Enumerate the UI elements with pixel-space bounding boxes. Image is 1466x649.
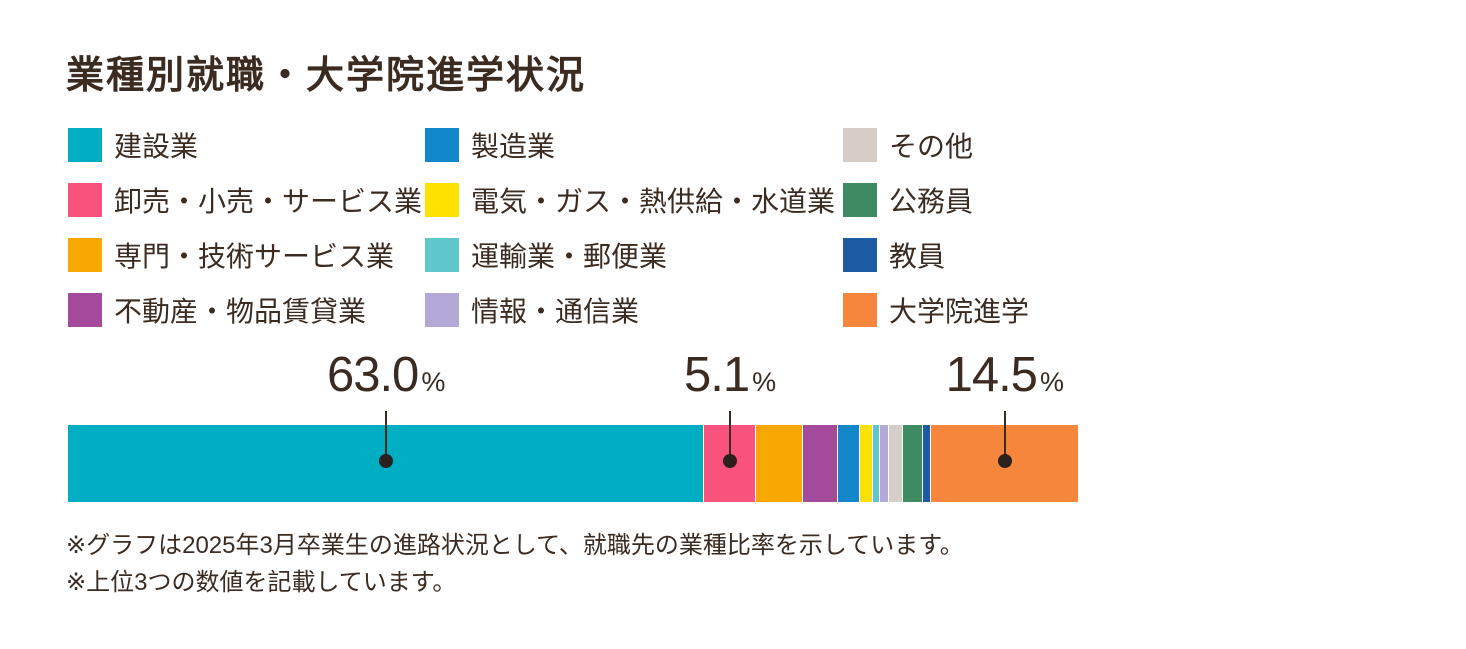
leader-dot <box>723 454 738 468</box>
footnote-line: ※グラフは2025年3月卒業生の進路状況として、就職先の業種比率を示しています。 <box>66 532 964 559</box>
legend-item: 情報・通信業 <box>425 282 843 337</box>
bar-segment-4 <box>803 425 838 502</box>
legend-item-label: 大学院進学 <box>889 295 1030 327</box>
legend-item: 運輸業・郵便業 <box>425 227 843 282</box>
legend-item-label: その他 <box>889 130 974 162</box>
bar-segment-9 <box>889 425 904 502</box>
footnotes: ※グラフは2025年3月卒業生の進路状況として、就職先の業種比率を示しています。… <box>66 527 964 601</box>
legend: 建設業 卸売・小売・サービス業 専門・技術サービス業 不動産・物品賃貸業 製造業 電気・ガ… <box>68 117 1029 337</box>
legend-item-label: 専門・技術サービス業 <box>114 240 395 272</box>
legend-swatch-icon <box>425 182 459 217</box>
legend-item-label: 情報・通信業 <box>471 295 640 327</box>
leader-dot <box>997 454 1012 468</box>
legend-item-label: 建設業 <box>114 130 199 162</box>
legend-swatch-icon <box>425 292 459 327</box>
legend-item: 建設業 <box>68 117 425 172</box>
percent-sign: % <box>421 367 446 397</box>
bar-segment-5 <box>837 425 860 502</box>
value-label: 14.5% <box>946 351 1064 400</box>
legend-item: 教員 <box>843 227 1029 282</box>
footnote-line: ※上位3つの数値を記載しています。 <box>66 569 457 596</box>
legend-item-label: 運輸業・郵便業 <box>471 240 668 272</box>
bar-segment-3 <box>755 425 804 502</box>
legend-column: 製造業電気・ガス・熱供給・水道業 運輸業・郵便業 情報・通信業 <box>425 117 843 337</box>
legend-column: その他公務員教員大学院進学 <box>843 117 1029 337</box>
legend-item-label: 製造業 <box>471 130 556 162</box>
legend-item: 公務員 <box>843 172 1029 227</box>
percent-sign: % <box>1039 367 1064 397</box>
leader-line <box>385 411 388 462</box>
leader-dot <box>379 454 394 468</box>
stacked-bar <box>68 425 1078 502</box>
value-label: 63.0% <box>327 351 445 400</box>
legend-swatch-icon <box>68 292 102 327</box>
bar-segment-6 <box>859 425 873 502</box>
bar-segment-10 <box>903 425 924 502</box>
bar-segment-8 <box>880 425 890 502</box>
legend-item: 大学院進学 <box>843 282 1029 337</box>
legend-item: その他 <box>843 117 1029 172</box>
value-number: 63.0 <box>326 348 419 402</box>
legend-swatch-icon <box>843 182 877 217</box>
legend-swatch-icon <box>68 182 102 217</box>
leader-line <box>729 411 732 462</box>
bar-segment-7 <box>872 425 880 502</box>
value-number: 5.1 <box>683 348 750 402</box>
legend-swatch-icon <box>68 237 102 272</box>
legend-swatch-icon <box>425 237 459 272</box>
page-title: 業種別就職・大学院進学状況 <box>66 55 587 97</box>
legend-swatch-icon <box>843 127 877 162</box>
legend-item: 製造業 <box>425 117 843 172</box>
legend-item-label: 公務員 <box>889 185 974 217</box>
legend-item: 電気・ガス・熱供給・水道業 <box>425 172 843 227</box>
legend-swatch-icon <box>68 127 102 162</box>
legend-swatch-icon <box>843 292 877 327</box>
legend-swatch-icon <box>425 127 459 162</box>
legend-item-label: 卸売・小売・サービス業 <box>114 185 423 217</box>
bar-segment-11 <box>923 425 932 502</box>
percent-sign: % <box>752 367 777 397</box>
legend-swatch-icon <box>843 237 877 272</box>
legend-item: 卸売・小売・サービス業 <box>68 172 425 227</box>
legend-item: 不動産・物品賃貸業 <box>68 282 425 337</box>
legend-item-label: 電気・ガス・熱供給・水道業 <box>471 185 836 217</box>
legend-item-label: 教員 <box>889 240 946 272</box>
legend-item-label: 不動産・物品賃貸業 <box>114 295 367 327</box>
legend-item: 専門・技術サービス業 <box>68 227 425 282</box>
value-number: 14.5 <box>945 348 1038 402</box>
value-label: 5.1% <box>684 351 776 400</box>
leader-line <box>1003 411 1006 462</box>
legend-column: 建設業卸売・小売・サービス業 専門・技術サービス業 不動産・物品賃貸業 <box>68 117 425 337</box>
